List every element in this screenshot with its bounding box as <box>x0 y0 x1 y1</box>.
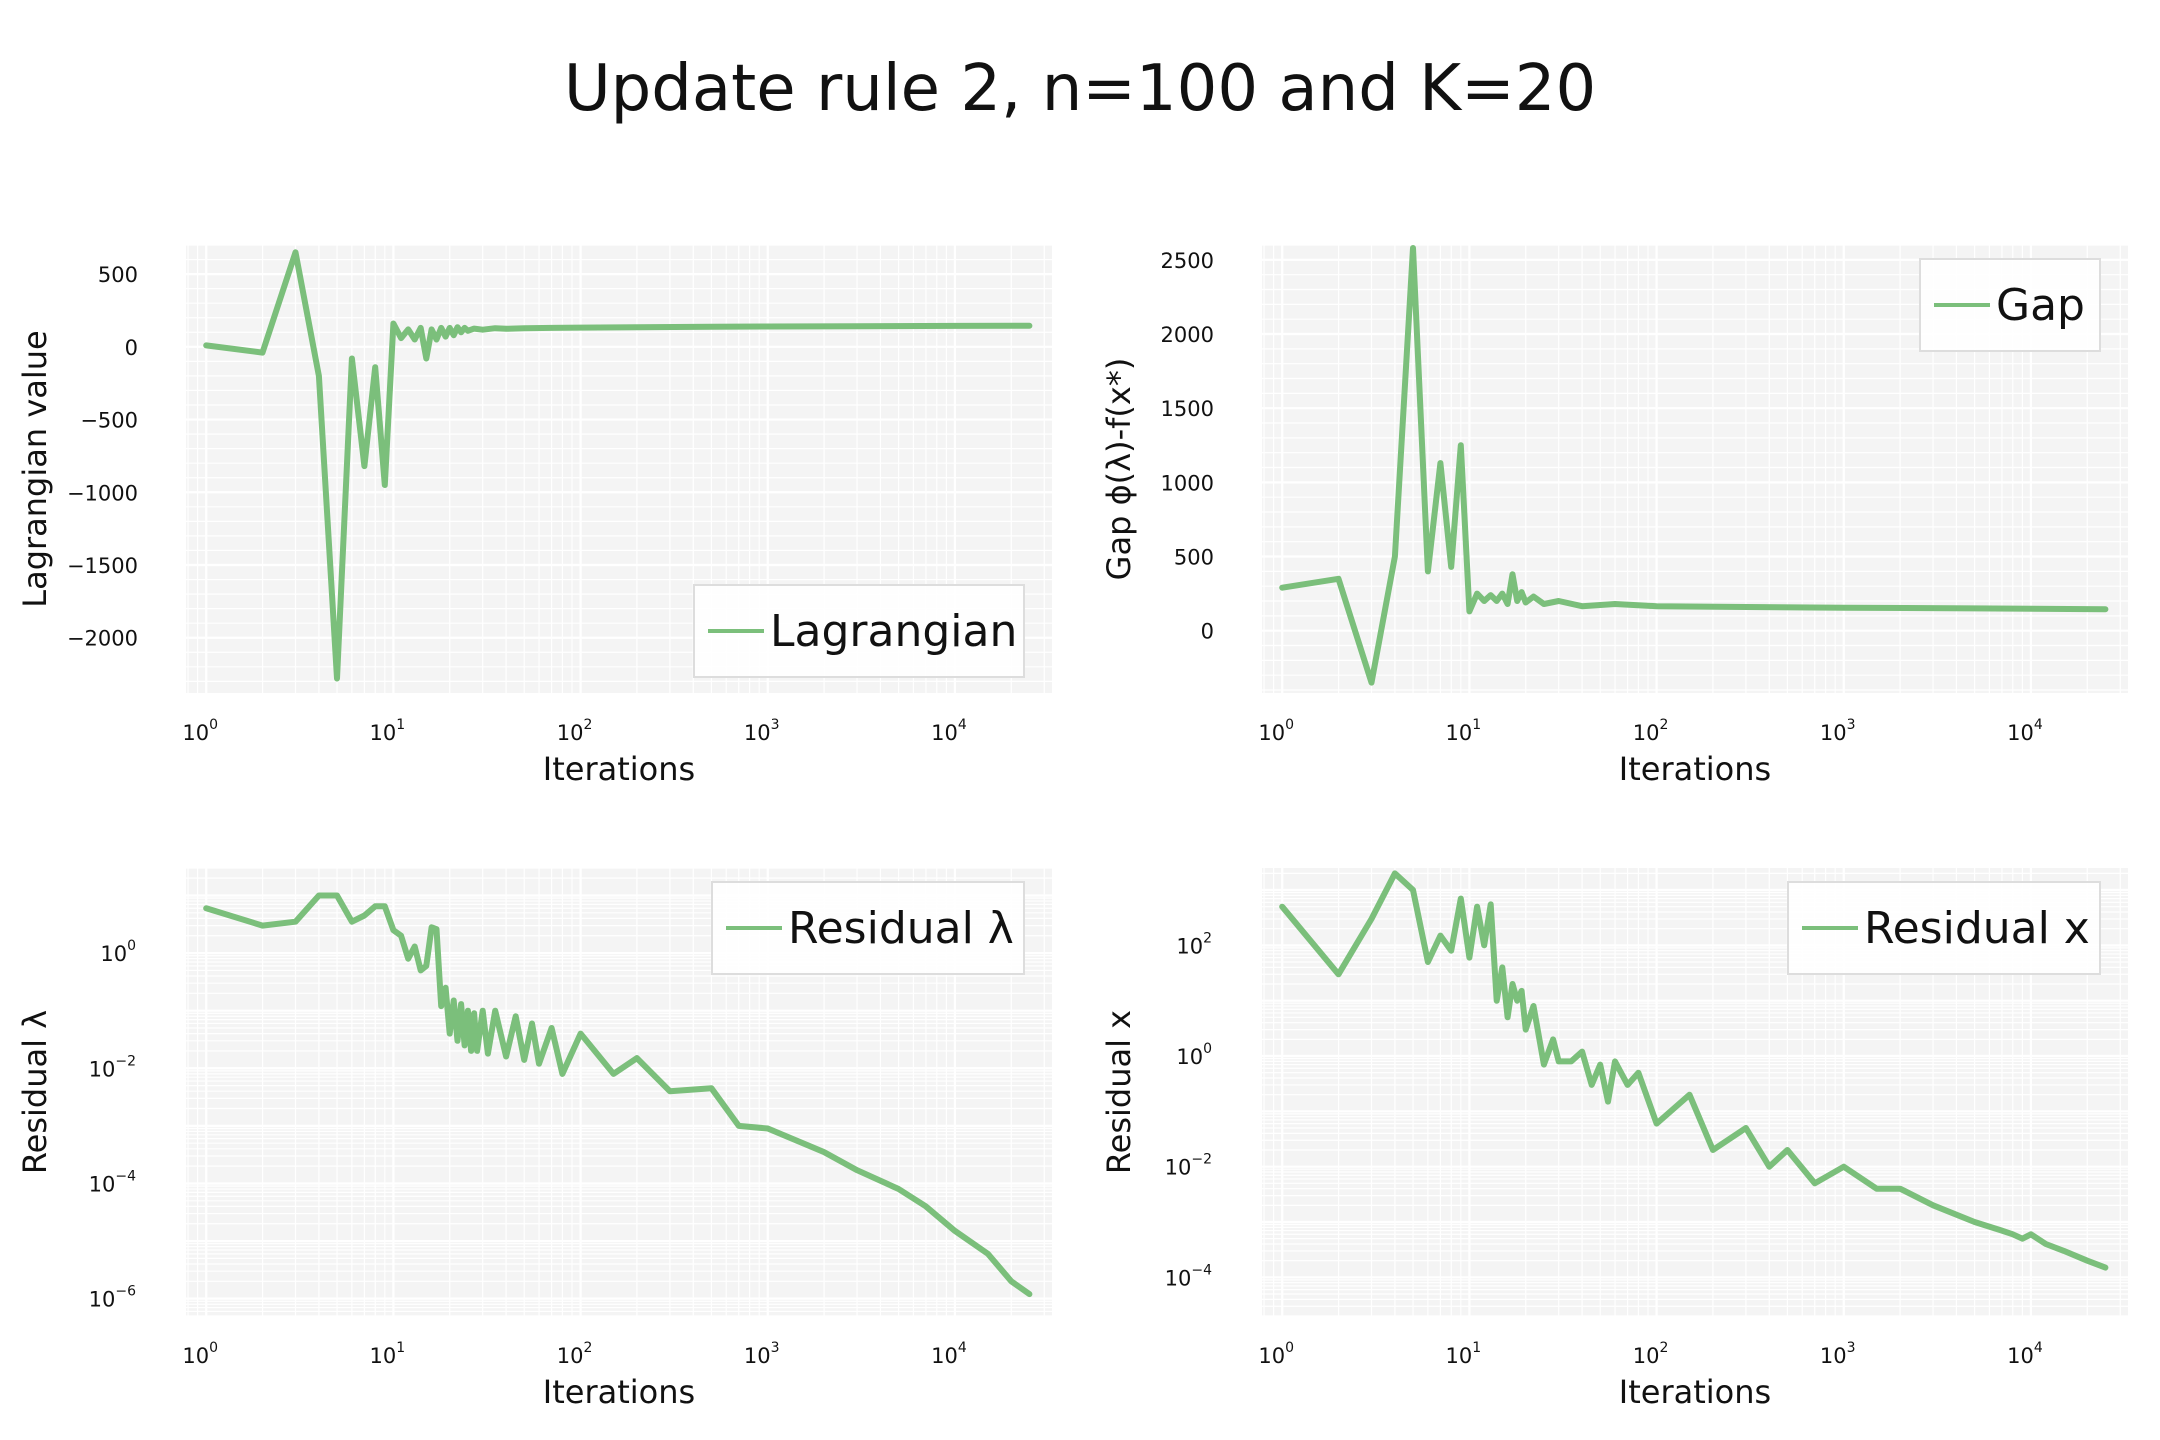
legend: Residual λ <box>711 881 1025 975</box>
y-tick-label: 10−6 <box>89 1284 136 1312</box>
x-tick-label: 101 <box>370 717 406 745</box>
x-tick-label: 101 <box>1446 717 1482 745</box>
lagrangian-panel: 100 101 102 103 104 500 0 −500 −1000 −1500 −2000 It… <box>16 244 1052 788</box>
legend-label: Gap <box>1996 280 2085 331</box>
y-tick-label: −500 <box>80 409 138 433</box>
y-axis-label: Residual x <box>1100 1010 1138 1174</box>
y-tick-label: −1000 <box>67 481 138 505</box>
y-tick-label: 500 <box>98 263 138 287</box>
x-axis-label: Iterations <box>543 1373 695 1411</box>
x-tick-label: 100 <box>182 1340 218 1368</box>
gap-panel: 100 101 102 103 104 2500 2000 1500 1000 500 0 Itera… <box>1100 244 2128 788</box>
y-tick-label: −1500 <box>67 554 138 578</box>
x-tick-label: 102 <box>1633 1340 1669 1368</box>
y-tick-label: 500 <box>1174 546 1214 570</box>
y-axis-label: Lagrangian value <box>16 330 54 607</box>
y-tick-label: 2500 <box>1161 249 1214 273</box>
x-tick-label: 102 <box>557 1340 593 1368</box>
legend-label: Residual λ <box>788 903 1014 954</box>
x-tick-label: 101 <box>1446 1340 1482 1368</box>
y-tick-label: 1500 <box>1161 397 1214 421</box>
y-tick-label: 0 <box>1201 620 1214 644</box>
legend-label: Lagrangian <box>770 606 1017 657</box>
y-tick-label: 10−4 <box>89 1168 136 1196</box>
x-tick-label: 101 <box>370 1340 406 1368</box>
x-axis-label: Iterations <box>1619 750 1771 788</box>
legend: Residual x <box>1787 881 2101 975</box>
x-tick-label: 100 <box>1258 1340 1294 1368</box>
series-line <box>1279 870 2109 1271</box>
x-tick-label: 103 <box>1820 1340 1856 1368</box>
y-tick-label: 100 <box>100 938 136 966</box>
residual-x-panel: 100 101 102 103 104 102 100 10−2 10−4 Iterations R… <box>1100 868 2128 1411</box>
y-tick-label: 0 <box>125 336 138 360</box>
y-axis-label: Residual λ <box>16 1010 54 1174</box>
residual-lambda-panel: 100 101 102 103 104 100 10−2 10−4 10−6 Iterations… <box>16 867 1052 1411</box>
x-tick-label: 103 <box>744 1340 780 1368</box>
series-line <box>203 892 1033 1298</box>
y-tick-label: 100 <box>1176 1041 1212 1069</box>
legend: Lagrangian <box>693 584 1025 678</box>
series-line <box>1279 245 2109 686</box>
y-axis-label: Gap ϕ(λ)-f(x*) <box>1100 358 1138 581</box>
x-tick-label: 102 <box>1633 717 1669 745</box>
y-tick-label: 10−2 <box>1165 1152 1212 1180</box>
x-axis-label: Iterations <box>1619 1373 1771 1411</box>
x-tick-label: 104 <box>931 1340 967 1368</box>
x-axis-label: Iterations <box>543 750 695 788</box>
x-tick-label: 103 <box>1820 717 1856 745</box>
y-tick-label: −2000 <box>67 627 138 651</box>
x-tick-label: 104 <box>2007 717 2043 745</box>
x-tick-label: 102 <box>557 717 593 745</box>
x-tick-label: 103 <box>744 717 780 745</box>
figure-title: Update rule 2, n=100 and K=20 <box>563 52 1597 126</box>
series-line <box>203 249 1033 682</box>
legend: Gap <box>1919 258 2101 352</box>
x-tick-label: 100 <box>1258 717 1294 745</box>
x-tick-label: 104 <box>931 717 967 745</box>
x-tick-label: 104 <box>2007 1340 2043 1368</box>
grid <box>186 867 1052 1317</box>
x-tick-label: 100 <box>182 717 218 745</box>
y-tick-label: 10−4 <box>1165 1262 1212 1290</box>
y-tick-label: 2000 <box>1161 323 1214 347</box>
y-tick-label: 1000 <box>1161 471 1214 495</box>
legend-label: Residual x <box>1864 903 2090 954</box>
y-tick-label: 102 <box>1176 930 1212 958</box>
y-tick-label: 10−2 <box>89 1053 136 1081</box>
